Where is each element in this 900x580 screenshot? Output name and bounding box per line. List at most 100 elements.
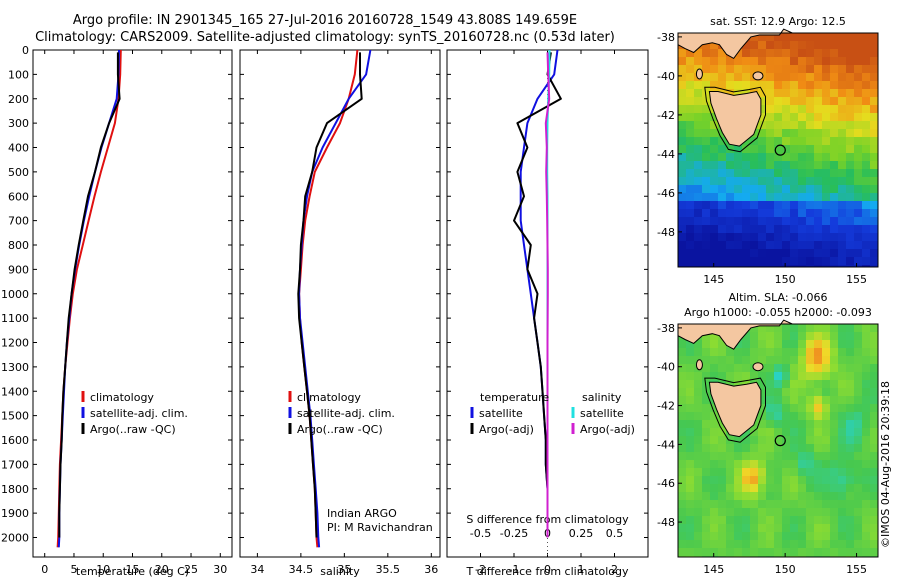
- map-cell: [790, 484, 798, 492]
- map-cell: [862, 161, 870, 169]
- map-cell: [710, 257, 718, 265]
- map-cell: [710, 41, 718, 49]
- map-cell: [702, 444, 710, 452]
- map-cell: [790, 452, 798, 460]
- map-cell: [790, 153, 798, 161]
- map-cell: [790, 372, 798, 380]
- map-cell: [774, 177, 782, 185]
- map-cell: [758, 105, 766, 113]
- map-cell: [726, 57, 734, 65]
- x-tick-label: -2: [475, 563, 486, 576]
- map-cell: [806, 484, 814, 492]
- map-cell: [686, 241, 694, 249]
- map-cell: [726, 73, 734, 81]
- map-cell: [838, 532, 846, 540]
- map-cell: [750, 217, 758, 225]
- map-cell: [846, 81, 854, 89]
- y-tick-label: 300: [8, 117, 29, 130]
- map-cell: [678, 129, 686, 137]
- map-cell: [846, 185, 854, 193]
- map-cell: [750, 324, 758, 332]
- map-cell: [814, 121, 822, 129]
- map-cell: [806, 265, 814, 267]
- map-cell: [782, 388, 790, 396]
- map-cell: [750, 484, 758, 492]
- map-cell: [846, 476, 854, 484]
- map-cell: [806, 332, 814, 340]
- map-cell: [830, 356, 838, 364]
- map-cell: [686, 257, 694, 265]
- map-cell: [822, 97, 830, 105]
- map-cell: [742, 492, 750, 500]
- map-cell: [798, 340, 806, 348]
- map-cell: [846, 380, 854, 388]
- map-cell: [870, 241, 878, 249]
- map-cell: [750, 540, 758, 548]
- map-cell: [766, 233, 774, 241]
- map-cell: [862, 217, 870, 225]
- map-cell: [750, 460, 758, 468]
- map-cell: [814, 444, 822, 452]
- map-cell: [854, 364, 862, 372]
- map-cell: [830, 129, 838, 137]
- map-cell: [774, 452, 782, 460]
- map-cell: [694, 121, 702, 129]
- map-cell: [718, 225, 726, 233]
- map-cell: [806, 121, 814, 129]
- map-cell: [838, 145, 846, 153]
- map-cell: [846, 225, 854, 233]
- map-cell: [870, 185, 878, 193]
- map-x-tick-label: 145: [703, 563, 724, 576]
- map-cell: [718, 65, 726, 73]
- y-tick-label: 1900: [1, 507, 29, 520]
- map-cell: [710, 340, 718, 348]
- map-cell: [846, 332, 854, 340]
- map-cell: [734, 265, 742, 267]
- panel-temperature: 0100200300400500600700800900100011001200…: [1, 44, 233, 578]
- map-cell: [726, 452, 734, 460]
- x-tick-label: 30: [213, 563, 227, 576]
- map-cell: [814, 436, 822, 444]
- map-cell: [806, 380, 814, 388]
- map-cell: [830, 348, 838, 356]
- map-cell: [758, 129, 766, 137]
- map-cell: [774, 396, 782, 404]
- map-cell: [766, 185, 774, 193]
- map-cell: [846, 508, 854, 516]
- map-cell: [782, 265, 790, 267]
- map-cell: [766, 137, 774, 145]
- map-cell: [854, 548, 862, 556]
- map-cell: [854, 225, 862, 233]
- map-cell: [710, 169, 718, 177]
- map-cell: [814, 380, 822, 388]
- map-cell: [838, 249, 846, 257]
- map-cell: [806, 81, 814, 89]
- map-cell: [798, 356, 806, 364]
- map-cell: [678, 468, 686, 476]
- map-cell: [710, 65, 718, 73]
- map-cell: [758, 41, 766, 49]
- map-cell: [718, 340, 726, 348]
- y-tick-label: 100: [8, 68, 29, 81]
- map-cell: [750, 233, 758, 241]
- map-cell: [750, 332, 758, 340]
- map-cell: [798, 444, 806, 452]
- map-cell: [854, 105, 862, 113]
- map-cell: [790, 113, 798, 121]
- map-cell: [694, 524, 702, 532]
- map-cell: [870, 41, 878, 49]
- map-cell: [718, 348, 726, 356]
- map-cell: [798, 420, 806, 428]
- map-cell: [854, 49, 862, 57]
- map-cell: [718, 548, 726, 556]
- legend-entry: satellite-adj. clim.: [297, 407, 395, 420]
- map-cell: [758, 113, 766, 121]
- map-cell: [774, 193, 782, 201]
- map-cell: [854, 33, 862, 41]
- map-cell: [774, 185, 782, 193]
- map-cell: [710, 193, 718, 201]
- map-cell: [806, 169, 814, 177]
- map-cell: [790, 412, 798, 420]
- map-cell: [838, 484, 846, 492]
- map-cell: [694, 372, 702, 380]
